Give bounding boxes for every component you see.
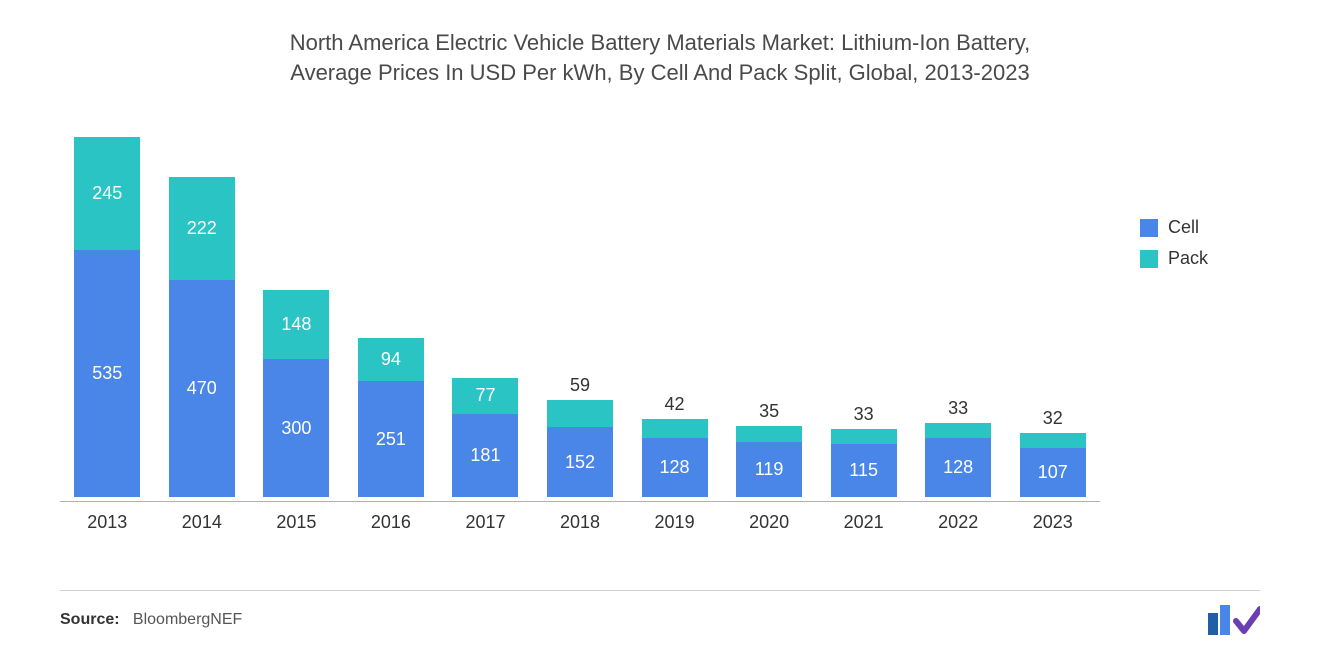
bar-slot: 18177 [438, 127, 533, 497]
bar-segment-pack [642, 419, 708, 438]
legend-label-cell: Cell [1168, 217, 1199, 238]
x-axis-label: 2014 [155, 512, 250, 533]
bar-segment-pack: 77 [452, 378, 518, 414]
bars-plot: 5352454702223001482519418177152591284211… [60, 127, 1100, 497]
bar-segment-cell: 128 [642, 438, 708, 497]
x-axis-label: 2013 [60, 512, 155, 533]
bar-slot: 128 33 [911, 127, 1006, 497]
legend-swatch-cell [1140, 219, 1158, 237]
bar-slot: 470222 [155, 127, 250, 497]
bar-slot: 115 33 [816, 127, 911, 497]
bar-stack: 107 [1020, 433, 1086, 497]
bars-container: 5352454702223001482519418177152591284211… [60, 127, 1100, 497]
bar-stack: 25194 [358, 338, 424, 498]
figure-root: North America Electric Vehicle Battery M… [0, 0, 1320, 665]
bar-segment-cell: 300 [263, 359, 329, 498]
bar-segment-pack: 148 [263, 290, 329, 358]
chart-title: North America Electric Vehicle Battery M… [60, 28, 1260, 87]
bar-slot: 107 32 [1005, 127, 1100, 497]
x-axis-label: 2022 [911, 512, 1006, 533]
bar-slot: 25194 [344, 127, 439, 497]
bar-segment-cell: 107 [1020, 448, 1086, 497]
bar-segment-cell: 152 [547, 427, 613, 497]
bar-slot: 119 35 [722, 127, 817, 497]
bar-segment-cell: 535 [74, 250, 140, 497]
bar-slot: 128 42 [627, 127, 722, 497]
x-axis-label: 2023 [1005, 512, 1100, 533]
bar-value-pack-outside: 59 [533, 375, 628, 396]
bar-segment-cell: 119 [736, 442, 802, 497]
bar-value-pack-outside: 33 [911, 398, 1006, 419]
x-axis-label: 2021 [816, 512, 911, 533]
bar-segment-cell: 470 [169, 280, 235, 497]
bar-stack: 300148 [263, 290, 329, 497]
bar-segment-pack: 94 [358, 338, 424, 381]
legend-item-pack: Pack [1140, 248, 1208, 269]
x-axis-label: 2016 [344, 512, 439, 533]
x-axis-label: 2018 [533, 512, 628, 533]
bar-stack: 115 [831, 429, 897, 497]
source-value: BloombergNEF [133, 611, 242, 628]
bar-segment-pack: 245 [74, 137, 140, 250]
bar-segment-cell: 251 [358, 381, 424, 497]
source-line: Source: BloombergNEF [60, 611, 242, 629]
source-label: Source: [60, 611, 120, 628]
bar-segment-pack [831, 429, 897, 444]
bar-stack: 18177 [452, 378, 518, 497]
bar-slot: 152 59 [533, 127, 628, 497]
bar-stack: 152 [547, 400, 613, 498]
bar-segment-cell: 128 [925, 438, 991, 497]
bar-stack: 535245 [74, 137, 140, 498]
bar-segment-cell: 181 [452, 414, 518, 498]
bar-stack: 128 [925, 423, 991, 497]
x-axis-label: 2020 [722, 512, 817, 533]
chart-title-line2: Average Prices In USD Per kWh, By Cell A… [290, 60, 1029, 85]
bar-segment-cell: 115 [831, 444, 897, 497]
x-axis: 2013201420152016201720182019202020212022… [60, 501, 1100, 557]
legend-item-cell: Cell [1140, 217, 1208, 238]
legend-swatch-pack [1140, 250, 1158, 268]
footer: Source: BloombergNEF [60, 590, 1260, 635]
legend: Cell Pack [1140, 217, 1208, 269]
bar-segment-pack: 222 [169, 177, 235, 280]
chart-title-line1: North America Electric Vehicle Battery M… [290, 30, 1031, 55]
bar-stack: 470222 [169, 177, 235, 497]
bar-stack: 119 [736, 426, 802, 497]
bar-segment-pack [925, 423, 991, 438]
chart-body: 5352454702223001482519418177152591284211… [60, 127, 1260, 557]
x-axis-label: 2015 [249, 512, 344, 533]
x-axis-label: 2019 [627, 512, 722, 533]
x-axis-label: 2017 [438, 512, 533, 533]
bar-stack: 128 [642, 419, 708, 498]
bar-segment-pack [1020, 433, 1086, 448]
bar-value-pack-outside: 33 [816, 404, 911, 425]
bar-value-pack-outside: 35 [722, 401, 817, 422]
bar-segment-pack [736, 426, 802, 442]
bar-value-pack-outside: 32 [1005, 408, 1100, 429]
bar-slot: 535245 [60, 127, 155, 497]
legend-label-pack: Pack [1168, 248, 1208, 269]
bar-slot: 300148 [249, 127, 344, 497]
plot-area: 5352454702223001482519418177152591284211… [60, 127, 1100, 557]
bar-value-pack-outside: 42 [627, 394, 722, 415]
brand-logo-icon [1206, 605, 1260, 635]
bar-segment-pack [547, 400, 613, 427]
